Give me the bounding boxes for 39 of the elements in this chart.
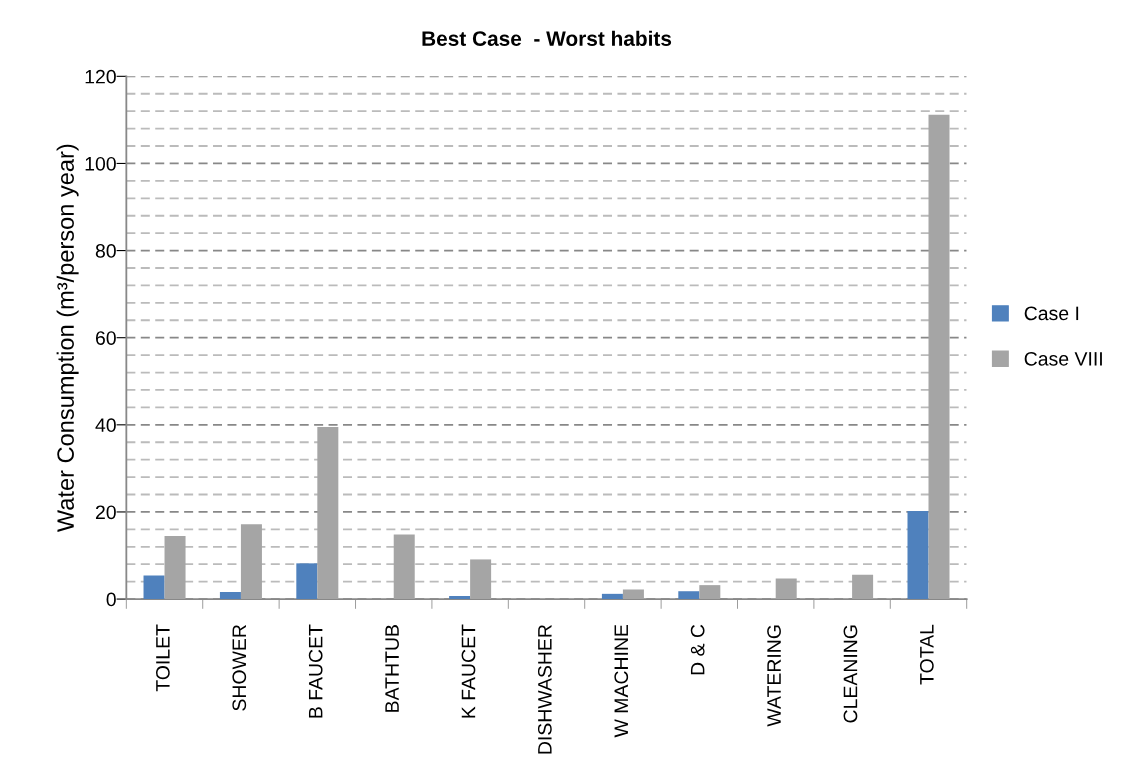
x-tick-label: WATERING	[767, 625, 781, 727]
x-tick-label: TOILET	[155, 624, 170, 692]
bar	[622, 589, 644, 600]
y-tick-label: 100	[85, 156, 116, 171]
bar	[928, 114, 950, 600]
y-tick-label: 120	[85, 69, 116, 84]
bar	[678, 591, 700, 600]
y-tick-label: 60	[95, 331, 116, 345]
bar	[164, 535, 186, 600]
bar	[852, 574, 874, 600]
y-tick-label: 20	[95, 505, 116, 520]
bar	[240, 524, 262, 600]
bar	[219, 592, 241, 600]
x-tick-label: TOTAL	[919, 624, 934, 685]
bar	[470, 559, 492, 600]
bar	[775, 578, 797, 600]
bar	[907, 511, 929, 600]
x-tick-label: CLEANING	[843, 625, 858, 723]
bar	[317, 427, 339, 600]
x-tick-label: D & C	[690, 624, 705, 675]
x-tick-label: W MACHINE	[614, 624, 629, 738]
bar	[601, 593, 623, 600]
chart-title: Best Case - Worst habits	[422, 30, 672, 46]
bar	[296, 563, 318, 600]
x-tick-label: K FAUCET	[461, 624, 476, 718]
x-tick-label: BATHTUB	[385, 625, 399, 712]
legend-label: Case I	[1024, 306, 1079, 321]
x-tick-label: DISHWASHER	[537, 624, 552, 754]
y-tick-label: 0	[106, 592, 116, 607]
y-tick-label: 80	[95, 244, 116, 258]
y-tick-label: 40	[95, 418, 116, 433]
x-tick-label: SHOWER	[232, 624, 247, 711]
bar	[449, 596, 471, 600]
x-tick-label: B FAUCET	[308, 624, 323, 718]
bar	[143, 575, 165, 600]
y-axis-title: Water Consumption (m³/person year)	[56, 144, 79, 532]
legend-label: Case VIII	[1024, 351, 1102, 366]
bar	[393, 534, 415, 600]
bar	[699, 585, 721, 600]
